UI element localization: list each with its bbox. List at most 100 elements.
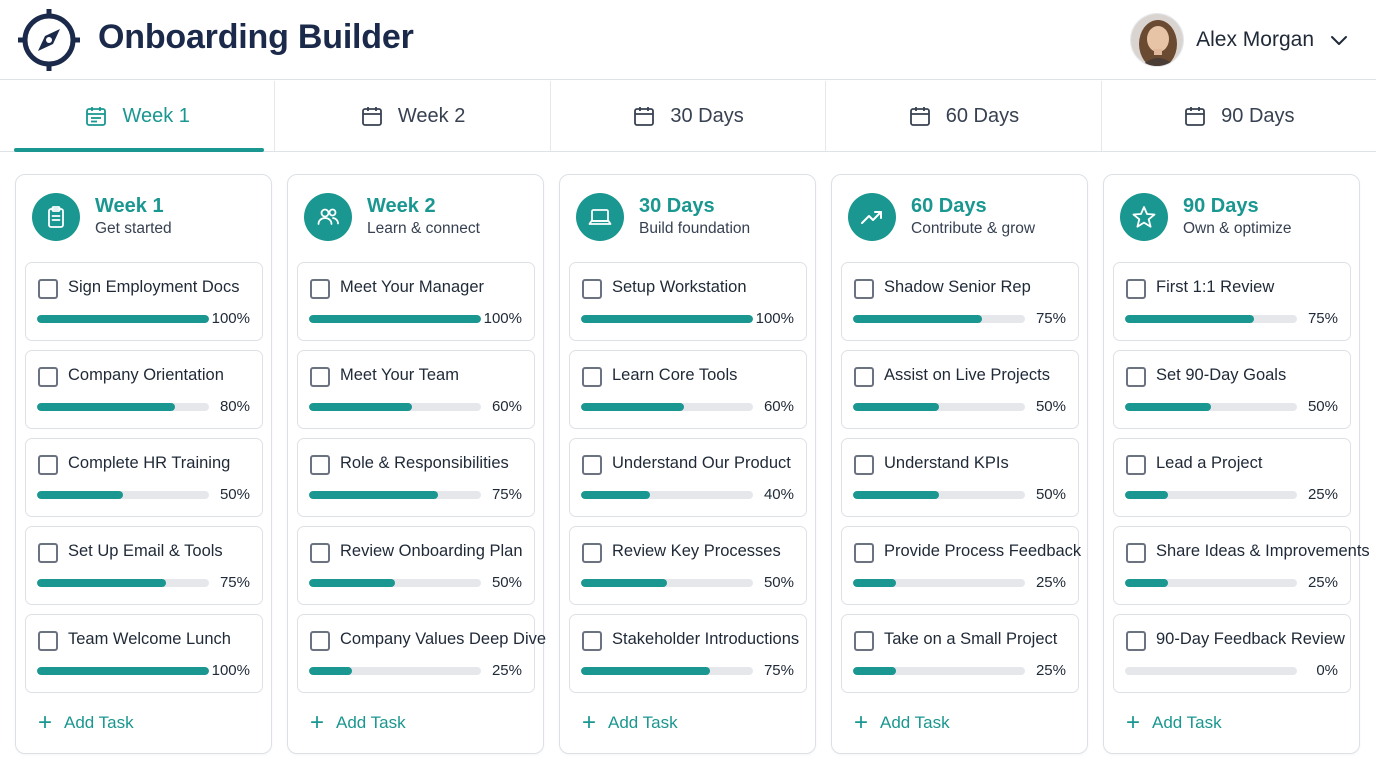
task-card[interactable]: Shadow Senior Rep 75%	[841, 262, 1079, 341]
laptop-icon	[576, 193, 624, 241]
task-checkbox[interactable]	[1126, 455, 1146, 475]
task-card[interactable]: Meet Your Manager 100%	[297, 262, 535, 341]
task-checkbox[interactable]	[38, 631, 58, 651]
task-checkbox[interactable]	[1126, 631, 1146, 651]
progress-bar	[853, 667, 1025, 675]
task-card[interactable]: Review Onboarding Plan 50%	[297, 526, 535, 605]
plus-icon: +	[310, 709, 325, 736]
task-label: Set Up Email & Tools	[68, 542, 223, 560]
chevron-down-icon[interactable]	[1328, 29, 1350, 51]
progress-bar	[1125, 667, 1297, 675]
task-checkbox[interactable]	[38, 543, 58, 563]
progress-bar	[37, 579, 209, 587]
task-card[interactable]: Review Key Processes 50%	[569, 526, 807, 605]
task-card[interactable]: Setup Workstation 100%	[569, 262, 807, 341]
progress-bar	[853, 491, 1025, 499]
progress-fill	[853, 491, 939, 499]
progress-percent: 50%	[763, 574, 794, 591]
tab-90-days[interactable]: 90 Days	[1102, 81, 1376, 151]
column-subtitle: Get started	[95, 220, 172, 237]
task-card[interactable]: Set Up Email & Tools 75%	[25, 526, 263, 605]
column-header: Week 1 Get started	[32, 193, 172, 241]
task-card[interactable]: Share Ideas & Improvements 25%	[1113, 526, 1370, 605]
task-label: First 1:1 Review	[1156, 278, 1275, 296]
task-checkbox[interactable]	[1126, 279, 1146, 299]
task-label: Company Orientation	[68, 366, 224, 384]
task-card[interactable]: Assist on Live Projects 50%	[841, 350, 1079, 429]
add-task-button[interactable]: + Add Task	[582, 711, 678, 735]
task-card[interactable]: Understand Our Product 40%	[569, 438, 807, 517]
task-checkbox[interactable]	[38, 367, 58, 387]
progress-percent: 25%	[1035, 574, 1066, 591]
progress-percent: 100%	[211, 310, 250, 327]
tab-30-days[interactable]: 30 Days	[551, 81, 827, 151]
task-checkbox[interactable]	[310, 543, 330, 563]
plus-icon: +	[854, 709, 869, 736]
progress-bar	[37, 315, 209, 323]
progress-fill	[309, 579, 395, 587]
task-label: 90-Day Feedback Review	[1156, 630, 1345, 648]
task-checkbox[interactable]	[310, 279, 330, 299]
task-checkbox[interactable]	[1126, 543, 1146, 563]
progress-bar	[581, 491, 753, 499]
progress-bar	[853, 579, 1025, 587]
task-checkbox[interactable]	[582, 631, 602, 651]
task-card[interactable]: Take on a Small Project 25%	[841, 614, 1079, 693]
task-card[interactable]: Learn Core Tools 60%	[569, 350, 807, 429]
task-checkbox[interactable]	[854, 631, 874, 651]
task-checkbox[interactable]	[582, 279, 602, 299]
task-checkbox[interactable]	[854, 367, 874, 387]
progress-percent: 50%	[219, 486, 250, 503]
task-card[interactable]: Set 90-Day Goals 50%	[1113, 350, 1351, 429]
task-card[interactable]: Company Values Deep Dive 25%	[297, 614, 546, 693]
task-card[interactable]: 90-Day Feedback Review 0%	[1113, 614, 1351, 693]
task-checkbox[interactable]	[310, 631, 330, 651]
progress-bar	[581, 667, 753, 675]
add-task-button[interactable]: + Add Task	[1126, 711, 1222, 735]
tab-week-1[interactable]: Week 1	[0, 81, 276, 152]
task-checkbox[interactable]	[1126, 367, 1146, 387]
task-label: Provide Process Feedback	[884, 542, 1082, 560]
task-card[interactable]: Stakeholder Introductions 75%	[569, 614, 807, 693]
task-label: Understand Our Product	[612, 454, 791, 472]
progress-percent: 25%	[491, 662, 522, 679]
task-checkbox[interactable]	[38, 279, 58, 299]
add-task-button[interactable]: + Add Task	[854, 709, 950, 736]
task-card[interactable]: Company Orientation 80%	[25, 350, 263, 429]
tab-60-days[interactable]: 60 Days	[826, 81, 1102, 151]
task-checkbox[interactable]	[310, 455, 330, 475]
column-title: Week 1	[95, 195, 164, 217]
task-label: Set 90-Day Goals	[1156, 366, 1287, 384]
task-card[interactable]: Sign Employment Docs 100%	[25, 262, 263, 341]
task-card[interactable]: First 1:1 Review 75%	[1113, 262, 1351, 341]
task-checkbox[interactable]	[582, 367, 602, 387]
task-card[interactable]: Provide Process Feedback 25%	[841, 526, 1082, 605]
task-card[interactable]: Complete HR Training 50%	[25, 438, 263, 517]
compass-icon[interactable]	[16, 7, 82, 73]
task-card[interactable]: Lead a Project 25%	[1113, 438, 1351, 517]
progress-bar	[581, 403, 753, 411]
task-checkbox[interactable]	[310, 367, 330, 387]
task-label: Take on a Small Project	[884, 630, 1058, 648]
progress-fill	[309, 491, 438, 499]
task-card[interactable]: Meet Your Team 60%	[297, 350, 535, 429]
task-card[interactable]: Role & Responsibilities 75%	[297, 438, 535, 517]
task-card[interactable]: Understand KPIs 50%	[841, 438, 1079, 517]
tab-week-2[interactable]: Week 2	[275, 81, 551, 151]
progress-percent: 75%	[1307, 310, 1338, 327]
add-task-button[interactable]: + Add Task	[310, 709, 406, 736]
calendar-icon	[909, 107, 930, 126]
add-task-button[interactable]: + Add Task	[38, 711, 134, 735]
task-checkbox[interactable]	[582, 543, 602, 563]
task-checkbox[interactable]	[854, 543, 874, 563]
user-menu[interactable]: Alex Morgan	[1130, 12, 1350, 68]
progress-bar	[309, 667, 481, 675]
task-label: Stakeholder Introductions	[612, 630, 800, 648]
task-card[interactable]: Team Welcome Lunch 100%	[25, 614, 263, 693]
task-checkbox[interactable]	[854, 455, 874, 475]
task-checkbox[interactable]	[854, 279, 874, 299]
user-avatar[interactable]	[1130, 13, 1185, 67]
progress-bar	[37, 491, 209, 499]
task-checkbox[interactable]	[582, 455, 602, 475]
task-checkbox[interactable]	[38, 455, 58, 475]
